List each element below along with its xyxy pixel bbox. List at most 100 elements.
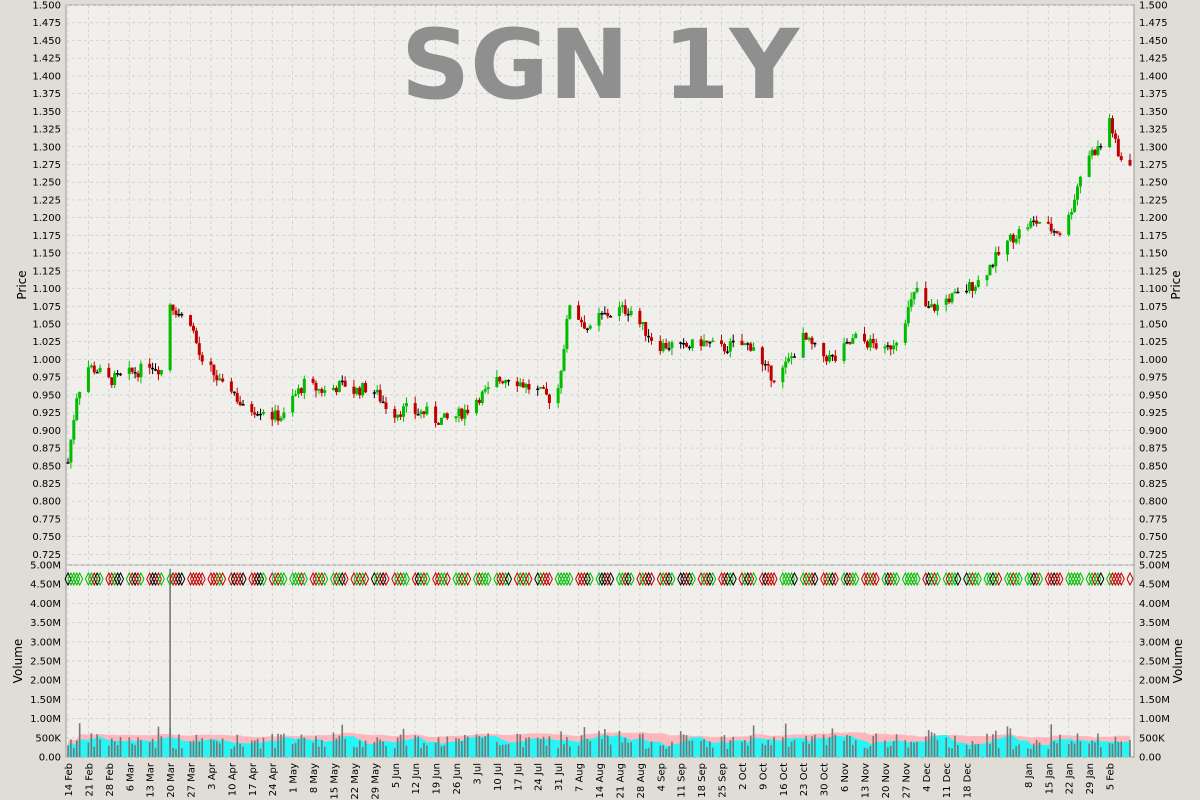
- signal-marker: [872, 571, 880, 587]
- x-tick-label: 29 Jan: [1085, 763, 1096, 794]
- candle-body: [883, 346, 887, 349]
- candle-body: [527, 384, 531, 390]
- signal-marker: [1094, 571, 1102, 587]
- price-tick-label-left: 1.125: [32, 266, 61, 277]
- signal-marker: [1006, 571, 1014, 587]
- signal-marker: [114, 571, 122, 587]
- candle-body: [903, 323, 907, 343]
- candle-body: [75, 398, 79, 421]
- candle-body: [851, 338, 855, 344]
- x-tick-label: 4 Sep: [656, 763, 667, 791]
- candle-body: [378, 389, 382, 402]
- price-tick-label-left: 1.450: [32, 36, 61, 47]
- price-tick-label-right: 1.475: [1139, 18, 1168, 29]
- signal-marker: [149, 571, 157, 587]
- candle-body: [332, 387, 335, 391]
- signal-marker: [207, 571, 215, 587]
- signal-marker: [907, 571, 915, 587]
- candle-body: [1005, 240, 1009, 255]
- price-tick-label-right: 0.925: [1139, 408, 1168, 419]
- candle-body: [582, 322, 586, 329]
- x-tick-label: 3 Jul: [472, 763, 483, 785]
- signal-marker: [893, 571, 901, 587]
- candle-body: [151, 367, 155, 370]
- price-tick-label-left: 1.375: [32, 89, 61, 100]
- volume-tick-label-left: 2.50M: [30, 657, 61, 668]
- signal-marker: [169, 571, 177, 587]
- x-tick-label: 5 Feb: [1106, 763, 1117, 790]
- signal-marker: [688, 571, 696, 587]
- candle-body: [1038, 221, 1042, 224]
- signal-marker: [219, 571, 227, 587]
- signal-marker: [131, 571, 139, 587]
- candle-body: [466, 409, 470, 414]
- candle-body: [197, 343, 201, 356]
- price-tick-label-left: 1.400: [32, 71, 61, 82]
- candle-body: [218, 378, 222, 381]
- signal-marker: [942, 571, 950, 587]
- signal-marker: [580, 571, 588, 587]
- signal-marker: [64, 571, 72, 587]
- signal-marker: [379, 571, 387, 587]
- signal-marker: [280, 571, 288, 587]
- candle-body: [261, 411, 265, 414]
- signal-marker: [811, 571, 819, 587]
- signal-marker: [1076, 571, 1084, 587]
- price-tick-label-left: 1.425: [32, 54, 61, 65]
- signal-marker: [338, 571, 346, 587]
- signal-marker: [400, 571, 407, 587]
- candle-body: [1055, 231, 1059, 234]
- x-tick-label: 6 Nov: [840, 763, 851, 792]
- candle-body: [973, 286, 977, 291]
- signal-marker: [1012, 571, 1020, 587]
- candle-body: [235, 392, 239, 402]
- candle-body: [702, 340, 706, 347]
- x-tick-label: 11 Sep: [677, 763, 688, 798]
- signal-marker: [747, 571, 755, 587]
- signal-marker: [738, 571, 746, 587]
- candle-body: [460, 408, 464, 419]
- candle-body: [629, 310, 633, 315]
- candle-body: [229, 381, 233, 392]
- candle-body: [863, 333, 866, 342]
- signal-marker: [108, 571, 116, 587]
- signal-marker: [268, 571, 276, 587]
- price-tick-label-right: 0.750: [1139, 532, 1168, 543]
- signal-marker: [172, 571, 180, 587]
- x-tick-label: 17 Jul: [513, 763, 524, 791]
- price-tick-label-right: 0.950: [1139, 390, 1168, 401]
- candle-body: [909, 299, 913, 308]
- signal-marker: [239, 571, 247, 587]
- signal-marker: [1088, 571, 1096, 587]
- signal-marker: [525, 571, 533, 587]
- signal-marker: [248, 571, 256, 587]
- signal-marker: [624, 571, 632, 587]
- price-tick-label-left: 1.250: [32, 178, 61, 189]
- signal-marker: [764, 571, 772, 587]
- signal-marker: [843, 571, 851, 587]
- signal-marker: [586, 571, 594, 587]
- price-tick-label-left: 1.150: [32, 249, 61, 260]
- x-tick-label: 24 Jul: [534, 763, 545, 791]
- signal-marker: [394, 571, 402, 587]
- candle-body: [609, 316, 613, 318]
- candle-body: [156, 369, 160, 375]
- candle-body: [279, 418, 283, 421]
- candle-body: [314, 382, 318, 391]
- price-tick-label-left: 1.025: [32, 337, 61, 348]
- volume-tick-label-left: 2.00M: [30, 676, 61, 687]
- signal-marker: [359, 571, 367, 587]
- candle-body: [422, 411, 426, 415]
- candle-body: [760, 347, 764, 365]
- signal-marker: [318, 571, 326, 587]
- volume-tick-label-right: 1.00M: [1139, 714, 1170, 725]
- signal-marker: [828, 571, 836, 587]
- signal-marker: [680, 571, 688, 587]
- candle-body: [559, 370, 563, 389]
- candle-body: [997, 252, 1001, 255]
- x-tick-label: 7 Aug: [575, 763, 586, 792]
- candle-body: [731, 340, 735, 343]
- candle-body: [439, 417, 443, 425]
- candle-body: [784, 361, 788, 368]
- x-tick-label: 2 Oct: [738, 763, 749, 790]
